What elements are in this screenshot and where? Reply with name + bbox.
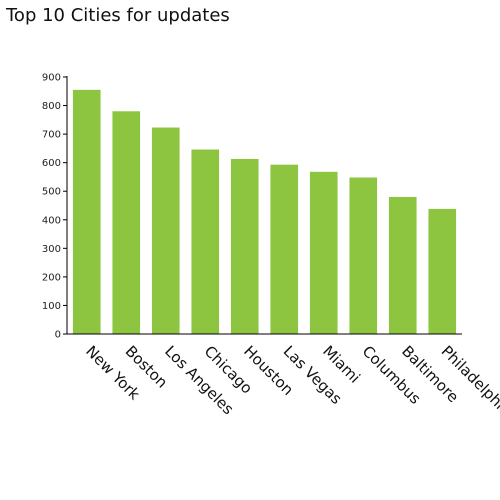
chart-title: Top 10 Cities for updates: [6, 5, 230, 26]
bar-baltimore: [388, 196, 417, 334]
y-tick-label: 500: [42, 187, 61, 198]
bars: [72, 89, 457, 335]
y-tick-label: 700: [42, 130, 61, 141]
bar-new-york: [72, 89, 101, 334]
bar-columbus: [349, 177, 378, 334]
y-tick-label: 800: [42, 101, 61, 112]
y-tick-label: 900: [42, 73, 61, 84]
bar-chicago: [191, 149, 220, 334]
y-tick-label: 300: [42, 244, 61, 255]
bar-boston: [112, 111, 141, 335]
bar-miami: [309, 171, 338, 334]
y-tick-label: 0: [55, 330, 61, 341]
y-tick-label: 400: [42, 215, 61, 226]
bar-houston: [230, 158, 259, 334]
y-axis: 0 100 200 300 400 500 600 700 800 900: [42, 73, 68, 341]
y-tick-label: 100: [42, 301, 61, 312]
bar-las-vegas: [270, 164, 299, 334]
y-tick-label: 200: [42, 272, 61, 283]
bar-los-angeles: [151, 127, 180, 334]
bar-philadelphia: [428, 208, 457, 334]
y-tick-label: 600: [42, 158, 61, 169]
